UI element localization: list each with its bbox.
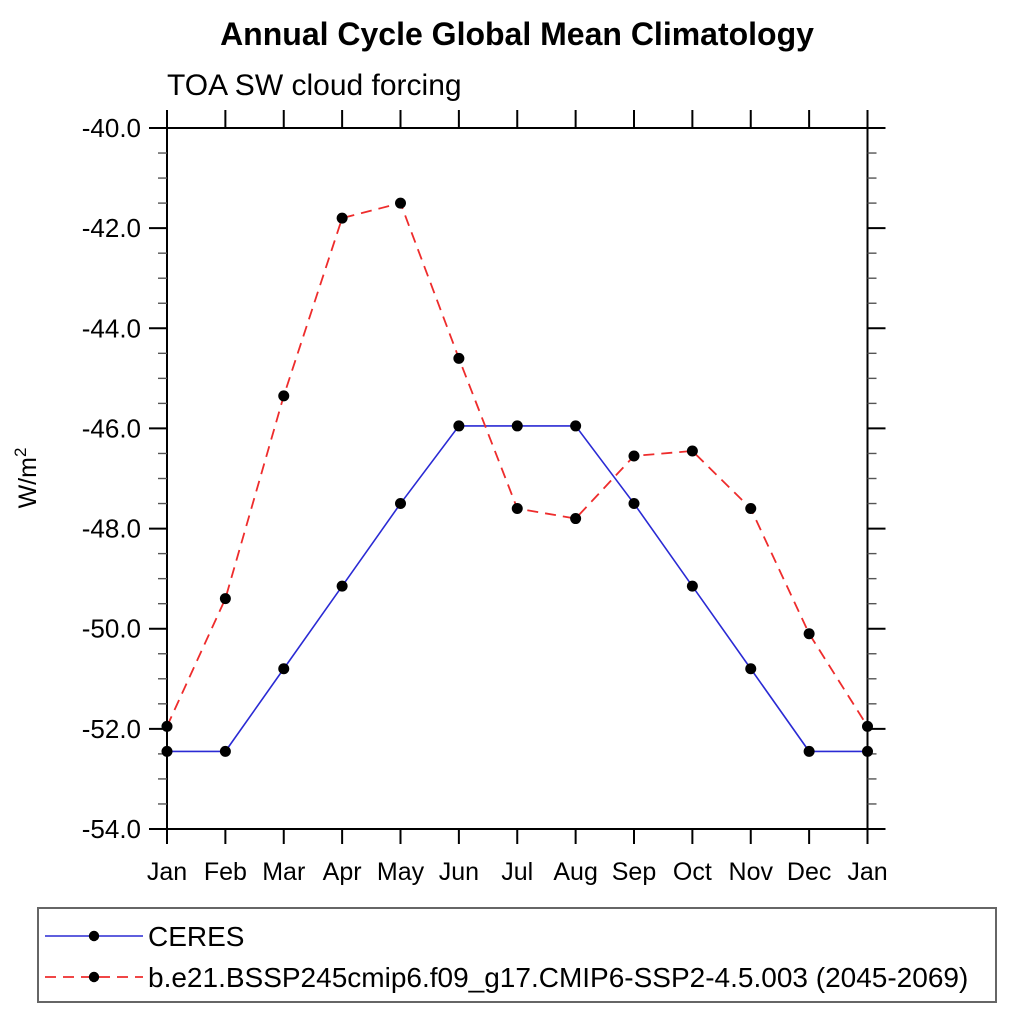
chart-subtitle: TOA SW cloud forcing — [167, 69, 462, 102]
legend-marker — [88, 971, 100, 983]
x-tick-label: Nov — [729, 858, 774, 886]
data-point-marker — [395, 498, 406, 510]
y-axis-unit-label: W/m2 — [11, 448, 42, 509]
x-tick-label: May — [377, 858, 425, 886]
y-tick-label: -52.0 — [82, 714, 141, 744]
data-point-marker — [803, 745, 815, 757]
y-tick-label: -46.0 — [82, 413, 141, 443]
data-point-marker — [219, 745, 231, 757]
y-tick-label: -54.0 — [82, 814, 141, 844]
chart-title: Annual Cycle Global Mean Climatology — [220, 16, 814, 52]
x-tick-label: Jan — [847, 858, 887, 886]
series-layer — [161, 197, 873, 757]
plot-axes: -40.0 -42.0 -44.0 -46.0 -48.0 -50.0 -52.0 -54.0… — [82, 110, 888, 886]
data-point-marker — [803, 628, 815, 640]
y-tick-label: -48.0 — [82, 514, 141, 544]
legend-box — [37, 907, 997, 1003]
legend: CERES b.e21.BSSP245cmip6.f09_g17.CMIP6-SS… — [37, 907, 997, 1003]
y-axis-unit-base: W/m — [14, 457, 42, 508]
data-point-marker — [336, 580, 348, 592]
data-point-marker — [278, 390, 290, 402]
data-point-marker — [511, 420, 523, 432]
data-point-marker — [628, 498, 640, 510]
x-tick-label: Jan — [147, 858, 187, 886]
legend-label: b.e21.BSSP245cmip6.f09_g17.CMIP6-SSP2-4.… — [148, 962, 968, 993]
data-point-marker — [862, 720, 873, 732]
data-point-marker — [686, 580, 698, 592]
x-tick-label: Dec — [787, 858, 831, 886]
data-point-marker — [862, 745, 873, 757]
series-line-ceres — [167, 425, 868, 753]
legend-label: CERES — [148, 921, 244, 952]
x-tick-label: Feb — [204, 858, 247, 886]
data-point-marker — [453, 352, 465, 364]
data-point-marker — [745, 503, 757, 515]
data-point-marker — [686, 445, 698, 457]
data-point-marker — [161, 745, 173, 757]
x-tick-label: Sep — [612, 858, 656, 886]
x-tick-label: Jun — [439, 858, 479, 886]
data-point-marker — [511, 503, 523, 515]
data-point-marker — [219, 593, 231, 605]
data-point-marker — [570, 420, 582, 432]
series-line-model — [166, 202, 869, 727]
data-point-marker — [395, 197, 406, 209]
y-axis-unit-superscript: 2 — [11, 448, 30, 457]
data-point-marker — [278, 663, 290, 675]
x-tick-label: Jul — [501, 858, 533, 886]
data-point-marker — [336, 212, 348, 224]
data-point-marker — [453, 420, 465, 432]
x-tick-label: Aug — [553, 858, 597, 886]
x-tick-label: Mar — [262, 858, 305, 886]
y-tick-label: -44.0 — [82, 313, 141, 343]
data-point-marker — [570, 513, 582, 525]
legend-marker — [88, 930, 100, 942]
y-tick-label: -40.0 — [82, 113, 141, 143]
data-point-marker — [161, 720, 173, 732]
data-point-marker — [745, 663, 757, 675]
y-tick-label: -42.0 — [82, 213, 141, 243]
x-tick-label: Oct — [673, 858, 712, 886]
y-tick-label: -50.0 — [82, 614, 141, 644]
x-tick-label: Apr — [323, 858, 362, 886]
data-point-marker — [628, 450, 640, 462]
